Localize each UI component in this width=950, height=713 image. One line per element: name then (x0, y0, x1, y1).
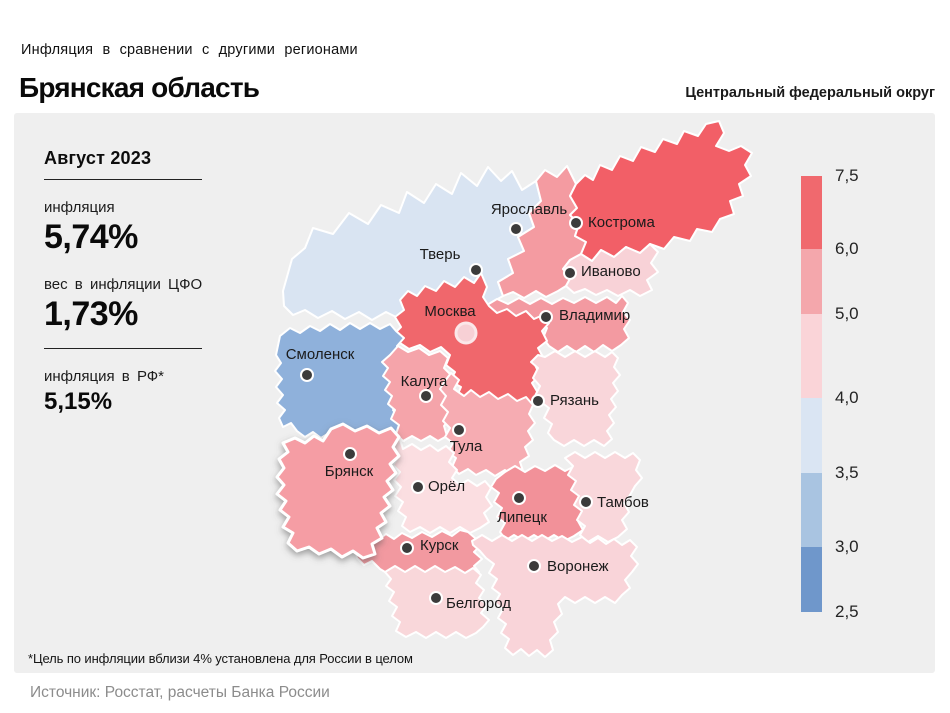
scale-segment-4.0-5.0 (801, 314, 822, 398)
region-label-lipetsk: Липецк (497, 509, 547, 526)
region-label-kostroma: Кострома (588, 214, 655, 231)
scale-tick-5-0: 5,0 (835, 304, 859, 323)
region-label-kursk: Курск (420, 537, 459, 554)
weight-value: 1,73% (44, 295, 138, 334)
scale-tick-4-0: 4,0 (835, 388, 859, 407)
region-label-kaluga: Калуга (401, 373, 448, 390)
city-dot-belgorod (429, 591, 443, 605)
scale-segment-2.5-3.0 (801, 547, 822, 612)
city-dot-tula (452, 423, 466, 437)
region-label-belgorod: Белгород (446, 595, 511, 612)
period-label: Август 2023 (44, 148, 152, 168)
map-panel: Август 2023 инфляция 5,74% вес в инфляци… (14, 113, 935, 673)
city-dot-vladimir (539, 310, 553, 324)
city-dot-kostroma (569, 216, 583, 230)
scale-tick-3-5: 3,5 (835, 463, 859, 482)
region-bryansk-selected (275, 422, 401, 560)
inflation-value: 5,74% (44, 218, 138, 256)
region-label-voronezh: Воронеж (547, 558, 609, 575)
region-tambov (564, 451, 643, 543)
city-dot-voronezh (527, 559, 541, 573)
city-dot-yaroslavl (509, 222, 523, 236)
source-line: Источник: Росстат, расчеты Банка России (30, 684, 330, 701)
city-dot-orel (411, 480, 425, 494)
region-label-yaroslavl: Ярославль (491, 201, 567, 218)
city-dot-tver (469, 263, 483, 277)
region-label-bryansk: Брянск (325, 463, 374, 480)
color-scale-legend: 7,5 6,0 5,0 4,0 3,5 3,0 2,5 (801, 167, 921, 621)
region-label-vladimir: Владимир (559, 307, 630, 324)
city-dot-kursk (400, 541, 414, 555)
city-dot-tambov (579, 495, 593, 509)
region-label-tula: Тула (450, 438, 483, 455)
region-orel (392, 436, 493, 534)
region-voronezh (471, 534, 639, 658)
regions-layer (274, 120, 753, 658)
city-dot-lipetsk (512, 491, 526, 505)
scale-segment-5.0-6.0 (801, 249, 822, 314)
city-dot-kaluga (419, 389, 433, 403)
rf-inflation-value: 5,15% (44, 388, 113, 416)
scale-tick-7-5: 7,5 (835, 166, 859, 185)
city-dot-smolensk (300, 368, 314, 382)
region-kostroma (569, 120, 753, 262)
region-label-smolensk: Смоленск (286, 346, 355, 363)
divider-top (44, 179, 202, 180)
region-label-orel: Орёл (428, 478, 465, 495)
scale-tick-3-0: 3,0 (835, 537, 859, 556)
city-dot-ivanovo (563, 266, 577, 280)
scale-segment-6.0-7.5 (801, 176, 822, 249)
region-labels-layer: Тверь Ярославль Кострома Иваново Владими… (286, 201, 656, 612)
region-lipetsk (490, 464, 590, 542)
city-dot-ryazan (531, 394, 545, 408)
city-marker-moscow (454, 321, 478, 345)
city-dot-bryansk (343, 447, 357, 461)
page-title: Брянская область (19, 72, 260, 103)
region-label-ryazan: Рязань (550, 392, 599, 409)
weight-label: вес в инфляции ЦФО (44, 276, 203, 294)
divider-bottom (44, 348, 202, 350)
district-label: Центральный федеральный округ (685, 85, 935, 101)
region-kaluga (381, 345, 457, 442)
region-label-tambov: Тамбов (597, 494, 649, 511)
report-subtitle: Инфляция в сравнении с другими регионами (21, 42, 358, 58)
scale-segment-3.0-3.5 (801, 473, 822, 547)
rf-inflation-label: инфляция в РФ* (44, 368, 165, 386)
region-label-tver: Тверь (420, 246, 461, 263)
choropleth-map: Тверь Ярославль Кострома Иваново Владими… (274, 120, 753, 658)
footnote: *Цель по инфляции вблизи 4% установлена … (28, 651, 413, 666)
inflation-label: инфляция (44, 199, 115, 216)
scale-tick-2-5: 2,5 (835, 602, 859, 621)
color-scale-bar (801, 176, 822, 612)
region-label-moscow: Москва (424, 303, 476, 320)
region-label-ivanovo: Иваново (581, 263, 641, 280)
scale-tick-6-0: 6,0 (835, 239, 859, 258)
stats-block: Август 2023 инфляция 5,74% вес в инфляци… (44, 148, 259, 417)
city-markers-layer (300, 216, 593, 605)
scale-segment-3.5-4.0 (801, 398, 822, 473)
